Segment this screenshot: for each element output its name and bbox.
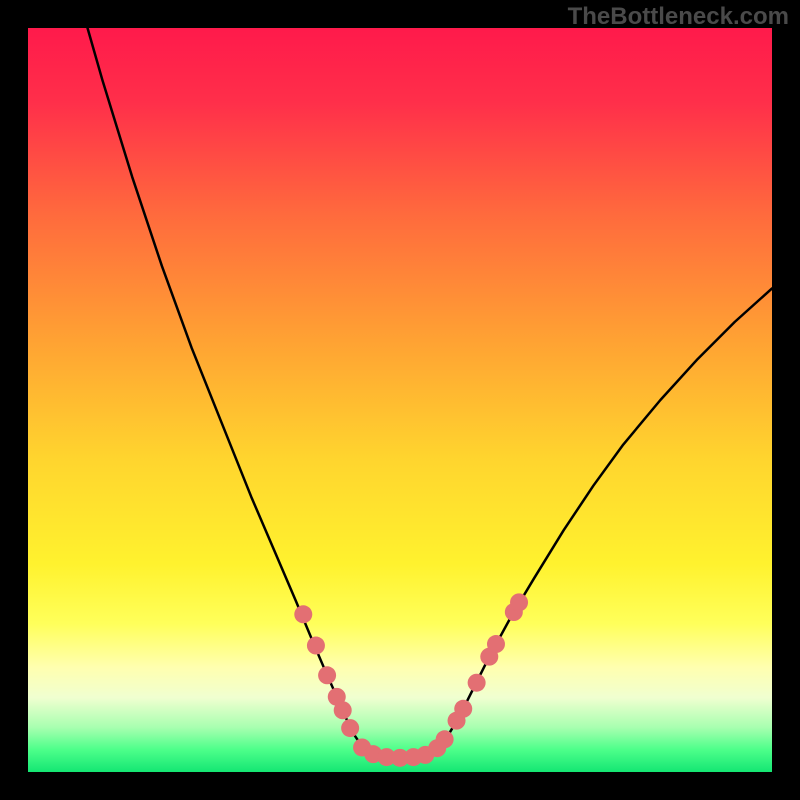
- stage: TheBottleneck.com: [0, 0, 800, 800]
- curve-marker: [307, 637, 325, 655]
- curve-marker: [318, 666, 336, 684]
- bottleneck-chart: [0, 0, 800, 800]
- curve-marker: [334, 701, 352, 719]
- curve-marker: [294, 605, 312, 623]
- curve-marker: [487, 635, 505, 653]
- curve-marker: [341, 719, 359, 737]
- curve-marker: [510, 593, 528, 611]
- curve-marker: [436, 730, 454, 748]
- curve-marker: [454, 700, 472, 718]
- curve-marker: [468, 674, 486, 692]
